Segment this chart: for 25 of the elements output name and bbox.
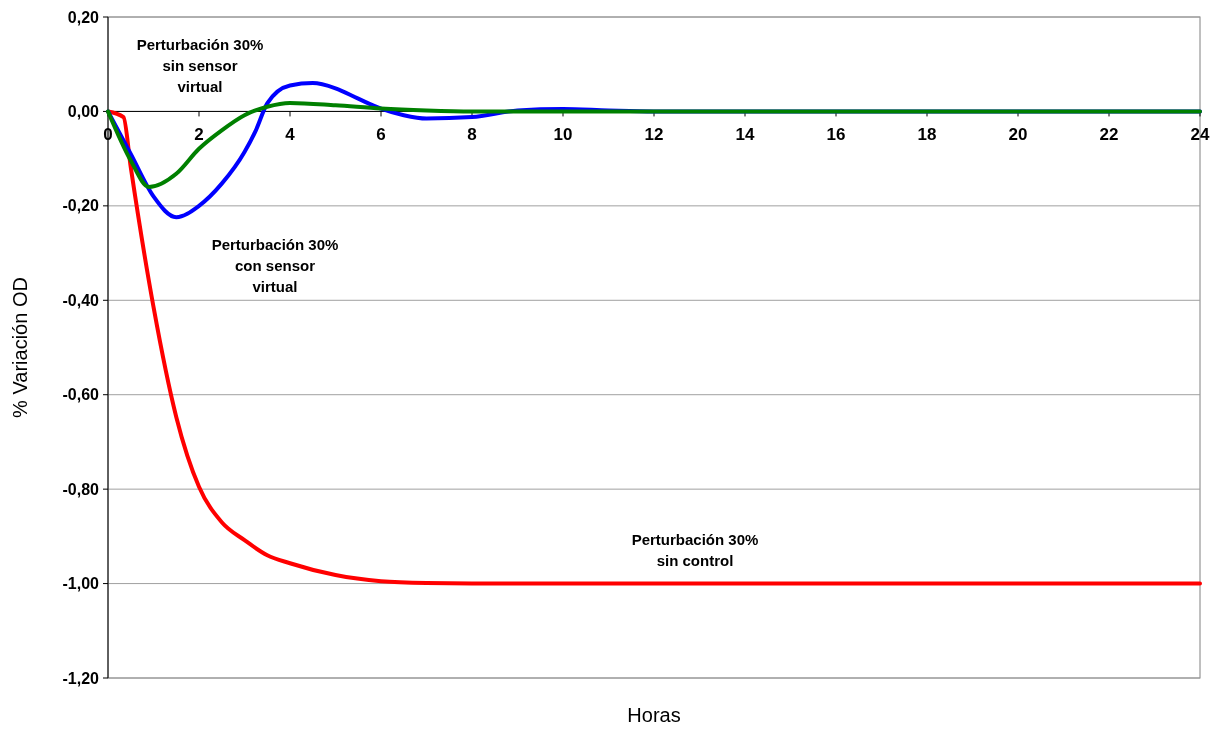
x-axis-title: Horas (627, 704, 681, 726)
x-tick-label: 18 (917, 125, 937, 145)
x-tick-label: 20 (1008, 125, 1028, 145)
y-tick-label: -1,20 (62, 669, 100, 687)
x-tick-label: 22 (1099, 125, 1119, 145)
x-tick-label: 12 (644, 125, 664, 145)
x-tick-label: 14 (735, 125, 755, 145)
y-tick-label: -0,80 (62, 480, 100, 498)
y-tick-label: 0,00 (67, 103, 100, 121)
x-tick-label: 16 (826, 125, 846, 145)
y-axis-title: % Variación OD (9, 277, 31, 418)
x-tick-label: 8 (467, 125, 477, 145)
x-tick-label: 4 (285, 125, 296, 145)
x-tick-label: 2 (194, 125, 204, 145)
x-tick-label: 24 (1190, 125, 1210, 145)
annotation: Perturbación 30% sin control (631, 531, 759, 569)
y-tick-label: -1,00 (62, 575, 100, 593)
x-tick-label: 10 (553, 125, 573, 145)
y-tick-label: 0,20 (67, 8, 100, 26)
y-tick-label: -0,60 (62, 386, 100, 404)
x-tick-label: 6 (376, 125, 386, 145)
y-tick-label: -0,20 (62, 197, 100, 215)
annotation: Perturbación 30% sin sensor virtual (136, 36, 264, 95)
y-tick-label: -0,40 (62, 291, 100, 309)
annotation: Perturbación 30% con sensor virtual (211, 236, 339, 295)
